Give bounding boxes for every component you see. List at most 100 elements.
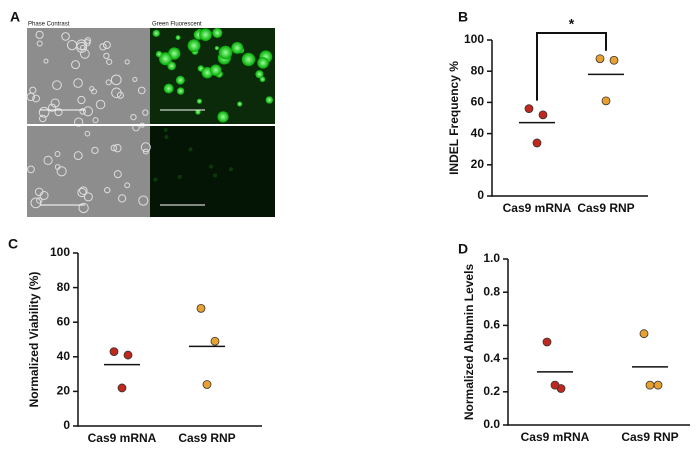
panel-label: A: [10, 9, 20, 25]
data-point: [210, 336, 220, 346]
cell: [36, 40, 43, 47]
panel-label: C: [8, 236, 18, 252]
cell: [110, 74, 122, 86]
y-tick-label: 60: [57, 314, 71, 328]
x-tick-label: Cas9 mRNA: [503, 201, 572, 215]
cell: [79, 108, 87, 115]
image-title: Green Fluorescent: [152, 22, 202, 28]
chart-panel: D Normalized Albumin Levels 0.0 0.2 0.4 0.6 0.…: [458, 241, 690, 444]
significance-label: *: [569, 16, 575, 32]
cell: [138, 195, 149, 206]
cell: [130, 113, 137, 121]
cell: [229, 167, 234, 172]
divider: [27, 124, 275, 126]
cell: [177, 174, 182, 179]
cell: [195, 109, 201, 115]
cell: [102, 41, 111, 50]
x-tick-label: Cas9 mRNA: [88, 431, 157, 445]
data-point: [196, 303, 206, 313]
cell: [137, 86, 146, 95]
data-point: [123, 350, 133, 360]
cell: [47, 103, 57, 112]
y-tick-label: 0: [63, 418, 70, 432]
cell: [212, 27, 223, 39]
panel-a: A Phase Contrast Green Fluorescent: [10, 9, 275, 217]
cell: [56, 166, 67, 177]
y-tick-label: 100: [50, 245, 70, 259]
cell: [76, 39, 87, 51]
y-tick-label: 0.4: [483, 351, 500, 365]
cell: [84, 130, 91, 137]
cells: [26, 27, 274, 214]
y-tick-label: 20: [57, 384, 71, 398]
cell: [142, 109, 149, 116]
chart-panel: C Normalized Viability (%) 0 20 40 60 80 100 Cas…: [8, 236, 262, 445]
cell: [213, 173, 218, 178]
cell: [241, 52, 256, 67]
cell: [74, 117, 84, 127]
cell: [237, 101, 243, 107]
cell: [79, 186, 88, 195]
y-tick-label: 0: [477, 188, 484, 202]
cell: [210, 64, 222, 76]
cell: [176, 87, 185, 95]
data-point: [645, 380, 655, 390]
cell: [61, 32, 70, 41]
data-point: [601, 96, 611, 106]
y-tick-label: 20: [471, 157, 485, 171]
cell: [83, 192, 93, 202]
cell: [77, 95, 86, 105]
y-tick-label: 0.2: [483, 384, 500, 398]
cell: [91, 146, 99, 155]
data-point: [550, 380, 560, 390]
cell: [39, 114, 47, 123]
data-point: [653, 380, 663, 390]
cell: [265, 96, 274, 104]
cell: [153, 177, 158, 182]
data-point: [532, 138, 542, 148]
cell: [43, 155, 53, 165]
y-tick-label: 40: [471, 126, 485, 140]
cell: [116, 91, 124, 99]
cell: [78, 202, 89, 214]
cell: [196, 98, 203, 104]
cell: [163, 83, 174, 94]
fluorescent-image: [150, 28, 275, 125]
data-point: [202, 380, 212, 389]
y-tick-label: 0.6: [483, 318, 500, 332]
y-tick-label: 1.0: [483, 251, 500, 265]
y-tick-label: 0.8: [483, 284, 500, 298]
cell: [163, 128, 168, 133]
cell: [39, 191, 49, 201]
fluorescent-image: [150, 125, 275, 217]
y-axis-label: Normalized Albumin Levels: [462, 264, 476, 421]
cell: [80, 49, 90, 59]
cell: [214, 45, 220, 51]
data-point: [639, 329, 649, 339]
y-tick-label: 80: [57, 280, 71, 294]
cell: [187, 39, 201, 53]
cell: [92, 117, 99, 124]
y-axis-label: INDEL Frequency %: [447, 61, 461, 175]
data-point: [595, 54, 605, 64]
cell: [175, 75, 185, 85]
cell: [89, 86, 95, 92]
y-tick-label: 80: [471, 63, 485, 77]
cell: [38, 106, 50, 118]
y-tick-label: 60: [471, 95, 485, 109]
cell: [54, 150, 61, 157]
cell: [110, 144, 118, 152]
cell: [124, 182, 131, 189]
cell: [103, 52, 110, 60]
x-tick-label: Cas9 mRNA: [521, 430, 590, 444]
cell: [188, 147, 193, 152]
data-point: [117, 383, 127, 393]
cell: [73, 78, 83, 88]
cell: [142, 148, 149, 155]
y-tick-label: 40: [57, 349, 71, 363]
cell: [99, 43, 107, 51]
cell: [113, 170, 122, 179]
cell: [95, 99, 106, 110]
cell: [71, 60, 80, 70]
